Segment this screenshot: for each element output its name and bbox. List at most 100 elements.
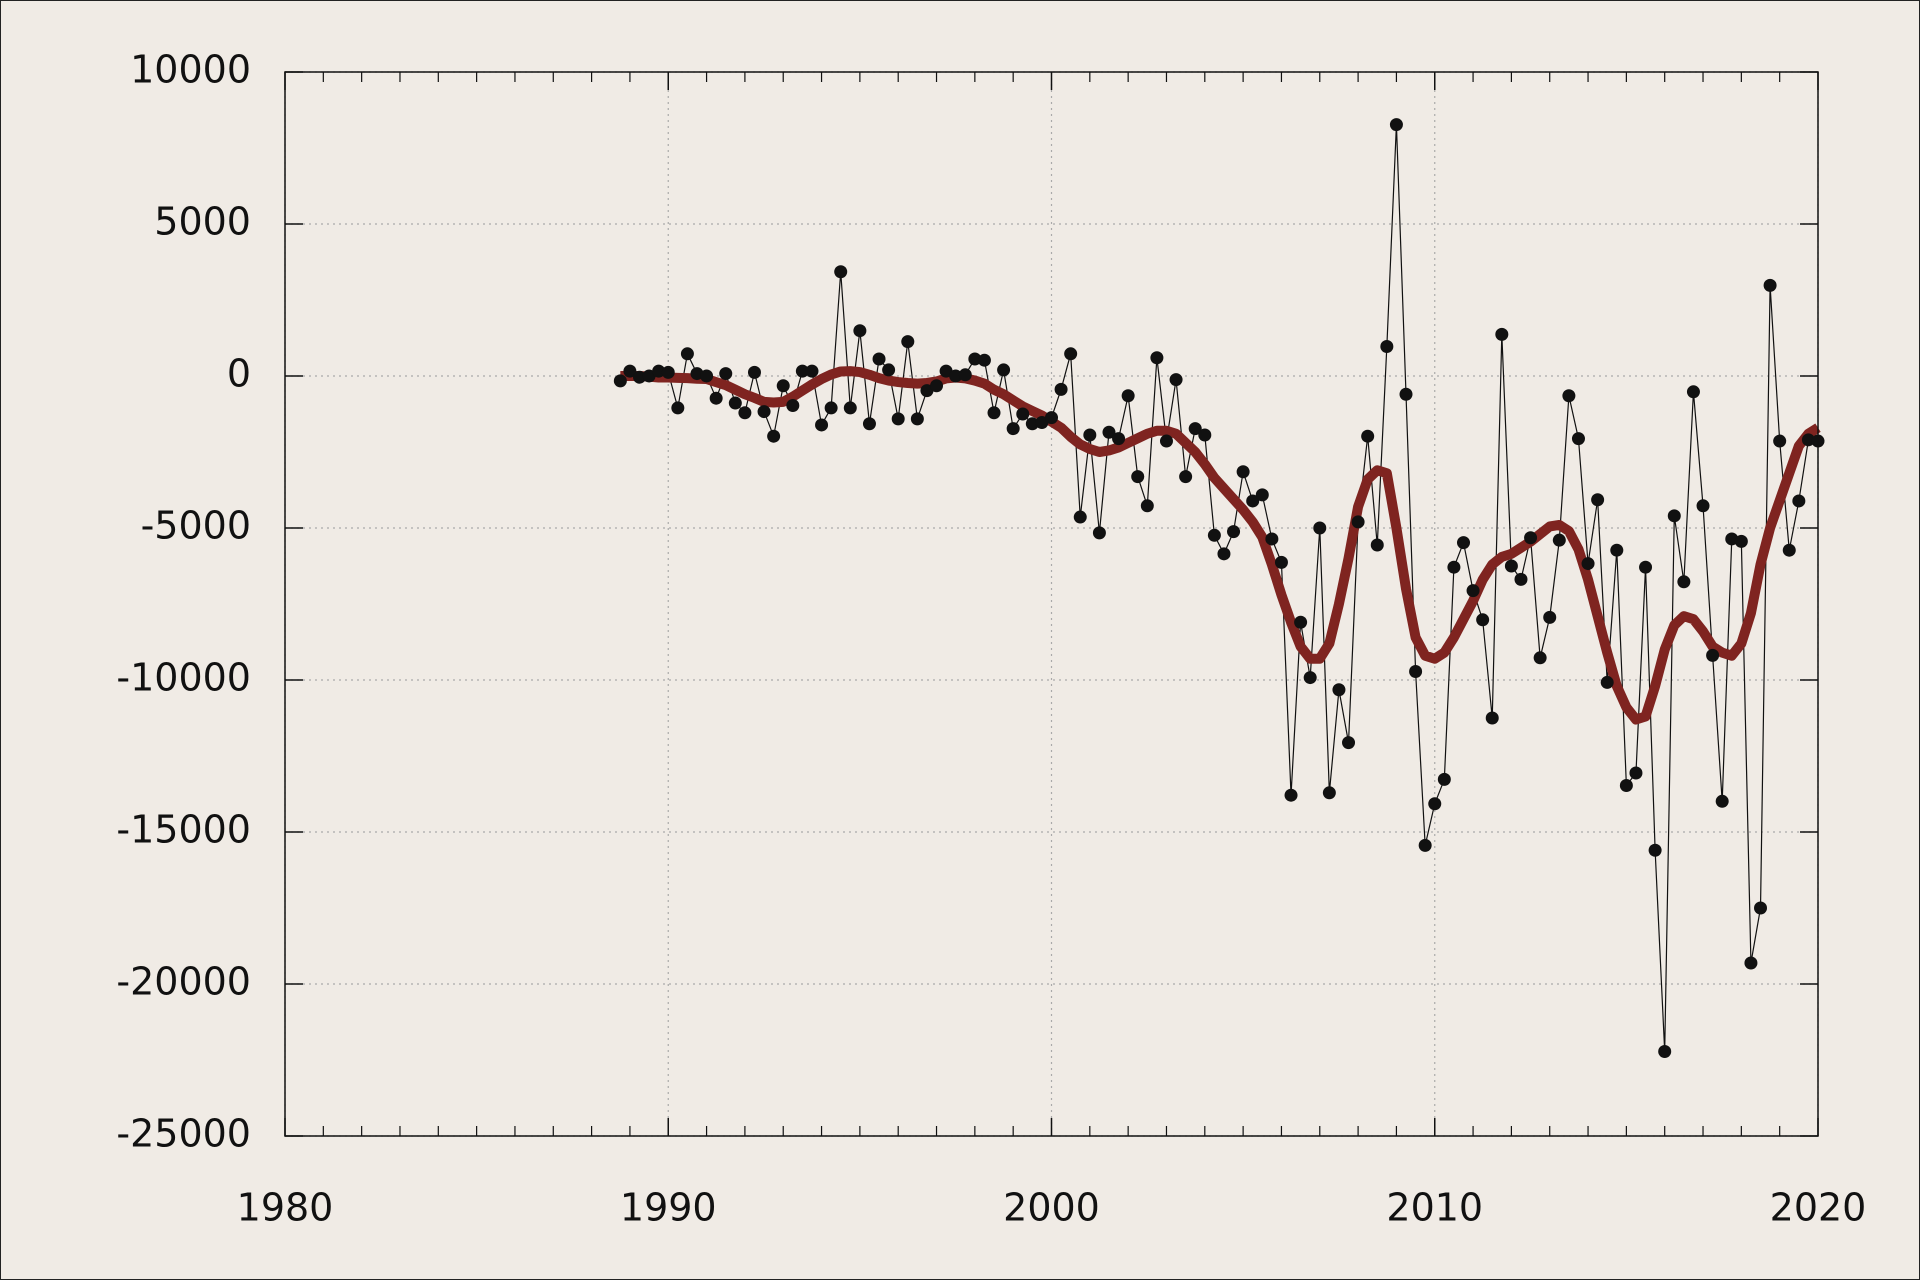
data-point (1629, 766, 1643, 780)
x-tick-label: 2000 (1003, 1186, 1100, 1230)
y-tick-label: -5000 (141, 504, 251, 548)
data-point (958, 368, 972, 382)
y-tick-label: -10000 (116, 656, 251, 700)
data-point (1428, 797, 1442, 811)
data-point (1112, 432, 1126, 446)
y-tick-label: 5000 (154, 200, 251, 244)
data-point (1035, 416, 1049, 430)
data-point (709, 391, 723, 405)
data-point (1533, 651, 1547, 665)
data-point (1686, 385, 1700, 399)
data-point (1524, 531, 1538, 545)
data-point (1619, 778, 1633, 792)
data-point (1418, 838, 1432, 852)
data-point (1006, 422, 1020, 436)
data-point (1801, 433, 1815, 447)
series-line (619, 123, 1819, 1053)
data-point (1648, 843, 1662, 857)
data-point (872, 352, 886, 366)
data-point (1236, 465, 1250, 479)
data-point (1399, 387, 1413, 401)
data-point (1581, 557, 1595, 571)
x-tick-label: 2010 (1386, 1186, 1483, 1230)
data-point (977, 353, 991, 367)
data-point (1734, 534, 1748, 548)
data-point (1159, 434, 1173, 448)
data-point (1246, 494, 1260, 508)
x-tick-label: 1980 (237, 1186, 334, 1230)
data-point (1313, 521, 1327, 535)
data-point (1543, 610, 1557, 624)
data-point (805, 364, 819, 378)
data-point (1083, 428, 1097, 442)
data-point (987, 406, 1001, 420)
data-point (930, 379, 944, 393)
data-point (968, 352, 982, 366)
data-point (1016, 407, 1030, 421)
data-point (1409, 664, 1423, 678)
data-point (1667, 509, 1681, 523)
data-point (1025, 417, 1039, 431)
data-point (738, 406, 752, 420)
data-point (862, 417, 876, 431)
data-point (1255, 488, 1269, 502)
data-point (1370, 538, 1384, 552)
data-point (1207, 528, 1221, 542)
data-point (853, 324, 867, 338)
data-point (1754, 901, 1768, 915)
data-point (1744, 956, 1758, 970)
data-point (719, 367, 733, 381)
data-point (1552, 533, 1566, 547)
data-point (1284, 788, 1298, 802)
data-point (1639, 560, 1653, 574)
data-point (1610, 543, 1624, 557)
data-point (1073, 510, 1087, 524)
data-point (1265, 532, 1279, 546)
x-tick-label: 1990 (620, 1186, 717, 1230)
data-point (1456, 536, 1470, 550)
data-point (633, 370, 647, 384)
y-tick-label: -15000 (116, 808, 251, 852)
data-point (1476, 613, 1490, 627)
data-point (1437, 772, 1451, 786)
data-point (1332, 683, 1346, 697)
data-point (1140, 499, 1154, 513)
data-point (1303, 671, 1317, 685)
data-point (1045, 411, 1058, 425)
data-point (786, 398, 800, 412)
data-point (1600, 675, 1614, 689)
data-point (882, 363, 896, 377)
data-point (1169, 373, 1183, 387)
data-point (824, 401, 838, 415)
data-point (901, 335, 915, 349)
data-point (1294, 615, 1308, 629)
data-point (997, 363, 1011, 377)
data-point (1447, 560, 1461, 574)
data-point (767, 429, 781, 443)
data-point (1495, 327, 1509, 341)
data-point (1504, 559, 1518, 573)
data-point (613, 374, 627, 388)
data-point (1092, 526, 1106, 540)
data-point (1380, 340, 1394, 354)
data-point (1198, 428, 1212, 442)
data-point (671, 401, 685, 415)
data-point (920, 384, 934, 398)
axes: -25000 -20000 -15000 -10000 -5000 0 5000 10000 1… (116, 48, 1866, 1230)
data-point (1150, 351, 1164, 365)
data-point (1188, 422, 1202, 436)
data-point (1763, 278, 1777, 292)
y-tick-label: -25000 (116, 1112, 251, 1156)
data-point (1351, 515, 1365, 529)
data-point (1217, 547, 1231, 561)
data-point (1054, 382, 1068, 396)
x-tick-label: 2020 (1770, 1186, 1867, 1230)
data-point (1064, 347, 1078, 361)
data-point (1466, 584, 1480, 598)
data-point (1571, 432, 1585, 446)
data-point (815, 418, 829, 432)
data-point (1179, 470, 1193, 484)
data-point (623, 364, 637, 378)
data-point (1389, 118, 1403, 132)
